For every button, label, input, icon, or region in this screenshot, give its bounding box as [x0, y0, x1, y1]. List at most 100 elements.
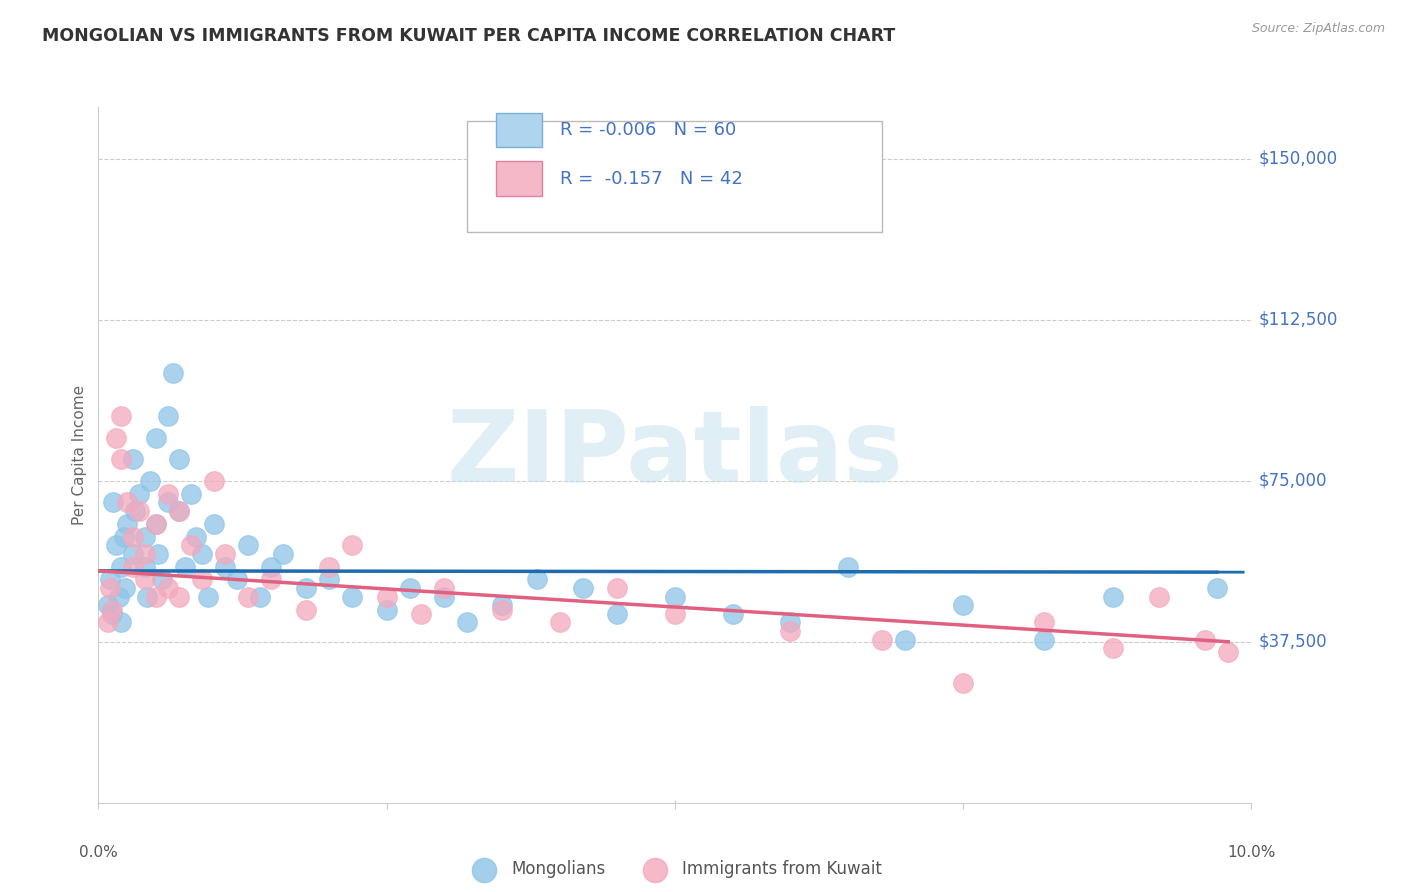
Point — [110, 452, 132, 467]
Point — [145, 590, 167, 604]
Point — [104, 431, 127, 445]
Point — [98, 573, 121, 587]
Point — [249, 590, 271, 604]
Point — [122, 547, 145, 561]
Point — [398, 581, 420, 595]
Point — [491, 599, 513, 613]
Point — [150, 573, 173, 587]
Point — [191, 573, 214, 587]
Point — [156, 486, 179, 500]
Point — [139, 474, 162, 488]
Text: Source: ZipAtlas.com: Source: ZipAtlas.com — [1251, 22, 1385, 36]
Point — [110, 615, 132, 630]
Point — [156, 495, 179, 509]
Point — [134, 547, 156, 561]
Text: $112,500: $112,500 — [1258, 310, 1337, 328]
Point — [779, 624, 801, 638]
Point — [952, 599, 974, 613]
Point — [526, 573, 548, 587]
Point — [108, 590, 131, 604]
FancyBboxPatch shape — [496, 161, 543, 196]
Point — [837, 559, 859, 574]
Point — [411, 607, 433, 621]
Point — [112, 529, 135, 543]
Point — [1102, 590, 1125, 604]
Point — [186, 529, 208, 543]
Point — [779, 615, 801, 630]
Text: R =  -0.157   N = 42: R = -0.157 N = 42 — [560, 169, 742, 187]
Point — [606, 607, 628, 621]
Point — [110, 409, 132, 424]
Point — [548, 615, 571, 630]
Point — [110, 559, 132, 574]
Text: 10.0%: 10.0% — [1227, 845, 1275, 860]
Point — [97, 615, 120, 630]
Point — [340, 590, 363, 604]
Point — [340, 538, 363, 552]
Point — [491, 602, 513, 616]
Point — [162, 367, 184, 381]
Point — [167, 590, 190, 604]
Point — [103, 495, 125, 509]
Point — [1194, 632, 1216, 647]
Point — [128, 504, 150, 518]
Text: MONGOLIAN VS IMMIGRANTS FROM KUWAIT PER CAPITA INCOME CORRELATION CHART: MONGOLIAN VS IMMIGRANTS FROM KUWAIT PER … — [42, 27, 896, 45]
Text: $37,500: $37,500 — [1258, 632, 1327, 651]
Point — [664, 607, 686, 621]
Point — [318, 573, 340, 587]
Point — [117, 495, 138, 509]
Point — [114, 581, 136, 595]
Point — [872, 632, 894, 647]
Point — [135, 590, 157, 604]
Point — [145, 516, 167, 531]
Point — [167, 504, 190, 518]
Point — [571, 581, 593, 595]
Point — [156, 409, 179, 424]
Point — [167, 504, 190, 518]
Point — [128, 486, 150, 500]
Point — [104, 538, 127, 552]
Point — [122, 452, 145, 467]
Point — [145, 516, 167, 531]
Legend: Mongolians, Immigrants from Kuwait: Mongolians, Immigrants from Kuwait — [461, 854, 889, 885]
Point — [260, 559, 283, 574]
Point — [122, 529, 145, 543]
Point — [180, 538, 202, 552]
Text: $75,000: $75,000 — [1258, 472, 1327, 490]
Point — [180, 486, 202, 500]
Point — [1032, 632, 1054, 647]
Point — [156, 581, 179, 595]
Point — [456, 615, 478, 630]
Point — [1032, 615, 1054, 630]
Point — [145, 431, 167, 445]
Point — [1205, 581, 1227, 595]
Point — [894, 632, 917, 647]
Point — [238, 590, 260, 604]
Point — [191, 547, 214, 561]
Point — [664, 590, 686, 604]
Point — [214, 559, 236, 574]
Text: R = -0.006   N = 60: R = -0.006 N = 60 — [560, 121, 735, 139]
Point — [260, 573, 283, 587]
Point — [295, 602, 318, 616]
Point — [97, 599, 120, 613]
Point — [98, 581, 121, 595]
Point — [1218, 645, 1240, 659]
Point — [721, 607, 744, 621]
Point — [134, 529, 156, 543]
Point — [225, 573, 247, 587]
Point — [1102, 641, 1125, 656]
Text: 0.0%: 0.0% — [79, 845, 118, 860]
Point — [952, 675, 974, 690]
Point — [295, 581, 318, 595]
Point — [1147, 590, 1170, 604]
Point — [606, 581, 628, 595]
Point — [202, 516, 225, 531]
Point — [197, 590, 219, 604]
FancyBboxPatch shape — [496, 112, 543, 147]
Y-axis label: Per Capita Income: Per Capita Income — [72, 384, 87, 525]
Point — [375, 602, 398, 616]
Point — [433, 590, 456, 604]
Point — [433, 581, 456, 595]
Point — [148, 547, 170, 561]
